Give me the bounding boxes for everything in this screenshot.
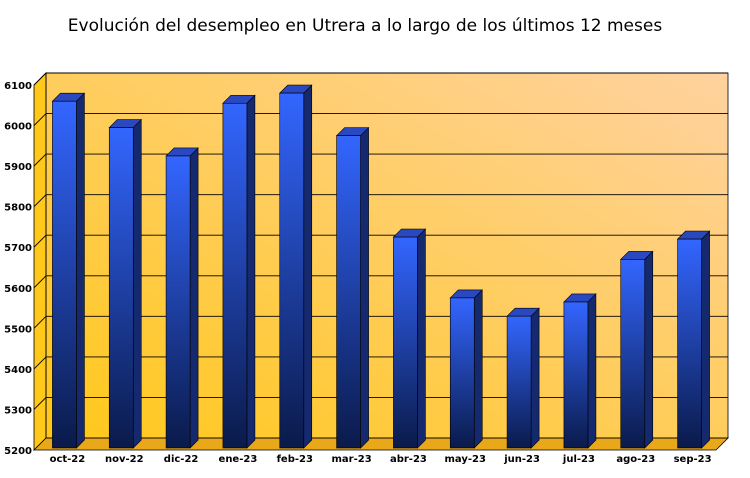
bar-side	[473, 289, 483, 449]
y-tick-label: 5300	[4, 405, 32, 416]
y-tick-label: 5600	[4, 284, 32, 295]
grid-line-side	[33, 275, 47, 289]
bar-side	[644, 250, 654, 449]
bar-front	[336, 135, 361, 449]
bar-mar-23	[335, 126, 370, 449]
bar-jul-23	[563, 293, 597, 449]
y-tick-label: 5900	[4, 162, 32, 173]
bar-ene-23	[222, 94, 256, 449]
y-tick-label: 5700	[4, 243, 32, 254]
bar-side	[417, 228, 426, 449]
bar-nov-22	[108, 118, 142, 449]
x-tick-label: mar-23	[331, 454, 371, 465]
x-tick-label: may-23	[445, 454, 486, 465]
grid-line-side	[33, 194, 47, 207]
grid-line-side	[33, 234, 47, 248]
grid-line-side	[33, 316, 47, 329]
y-tick-label: 6000	[4, 122, 32, 133]
bar-front	[677, 238, 702, 449]
grid-line-side	[33, 153, 47, 167]
bar-front	[165, 155, 191, 449]
bar-side	[530, 307, 540, 449]
plot-back-wall	[46, 73, 728, 438]
bar-jun-23	[506, 307, 540, 449]
x-tick-label: nov-22	[105, 454, 144, 465]
bar-oct-22	[51, 92, 86, 449]
y-tick-label: 5200	[4, 446, 32, 457]
bar-ago-23	[620, 250, 654, 449]
x-tick-label: jul-23	[562, 454, 595, 465]
x-tick-label: jun-23	[503, 454, 540, 465]
grid-line-side	[33, 113, 47, 126]
bar-sep-23	[676, 230, 711, 449]
bar-front	[563, 301, 589, 449]
x-tick-label: abr-23	[390, 454, 427, 465]
x-tick-label: sep-23	[674, 454, 712, 465]
bar-side	[76, 92, 85, 449]
x-tick-label: ago-23	[616, 454, 655, 465]
bar-front	[108, 127, 134, 449]
bar-side	[360, 126, 369, 449]
bar-side	[132, 118, 142, 449]
bar-abr-23	[392, 228, 427, 449]
bar-front	[222, 102, 248, 449]
grid-line-side	[33, 397, 47, 410]
bar-side	[246, 94, 256, 449]
chart-title: Evolución del desempleo en Utrera a lo l…	[67, 16, 663, 36]
y-tick-label: 5400	[4, 365, 32, 376]
grid-line-side	[33, 356, 47, 370]
y-tick-label: 5500	[4, 324, 32, 335]
bar-side	[303, 84, 313, 449]
bar-side	[701, 230, 710, 449]
x-tick-label: feb-23	[277, 454, 313, 465]
plot-side-wall	[33, 72, 47, 451]
y-tick-label: 5800	[4, 203, 32, 214]
bar-feb-23	[279, 84, 313, 449]
bar-front	[506, 315, 532, 449]
bar-dic-22	[165, 147, 199, 449]
x-tick-label: dic-22	[164, 454, 199, 465]
bar-front	[393, 236, 418, 449]
grid-line-side	[33, 72, 47, 86]
bar-front	[449, 297, 475, 449]
x-tick-label: ene-23	[219, 454, 258, 465]
bar-side	[587, 293, 597, 449]
bar-side	[189, 147, 199, 449]
y-tick-label: 6100	[4, 81, 32, 92]
bar-front	[620, 259, 646, 449]
bar-front	[279, 92, 305, 449]
bar-may-23	[449, 289, 483, 449]
bar-front	[52, 100, 77, 449]
x-tick-label: oct-22	[50, 454, 86, 465]
